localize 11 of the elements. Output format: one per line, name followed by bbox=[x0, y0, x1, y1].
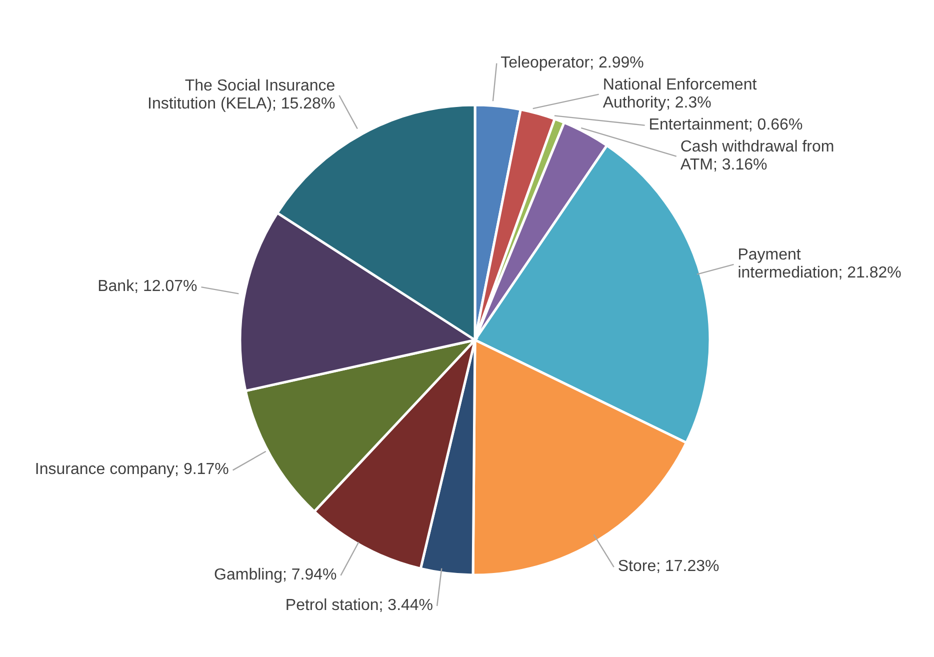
slice-label: The Social Insurance Institution (KELA); 15.28% bbox=[148, 78, 336, 113]
slice-label: Cash withdrawal from ATM; 3.16% bbox=[680, 138, 834, 174]
slice-label: Entertainment; 0.66% bbox=[648, 116, 803, 134]
slice-label: Bank; 12.07% bbox=[98, 278, 198, 296]
slice-label: Store; 17.23% bbox=[618, 558, 720, 576]
slice-label: Insurance company; 9.17% bbox=[34, 461, 229, 478]
slice-label: Gambling; 7.94% bbox=[214, 566, 337, 584]
slice-label: Teleoperator; 2.99% bbox=[500, 54, 644, 72]
slice-label: Petrol station; 3.44% bbox=[285, 597, 434, 614]
slice-label: Payment intermediation; 21.82% bbox=[738, 246, 902, 282]
slice-label: National Enforcement Authority; 2.3% bbox=[602, 76, 758, 112]
